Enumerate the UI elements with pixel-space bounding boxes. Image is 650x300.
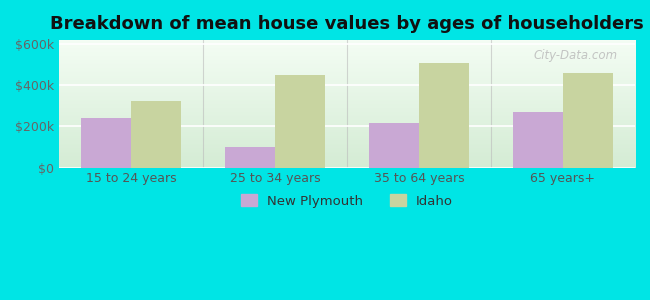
Title: Breakdown of mean house values by ages of householders: Breakdown of mean house values by ages o…	[50, 15, 644, 33]
Bar	[419, 63, 469, 168]
Legend: New Plymouth, Idaho: New Plymouth, Idaho	[234, 188, 460, 214]
Bar	[225, 147, 275, 168]
Bar	[513, 112, 563, 168]
Bar	[81, 118, 131, 168]
Bar	[369, 123, 419, 168]
Bar	[275, 75, 326, 168]
Bar	[131, 101, 181, 168]
Bar	[563, 73, 614, 168]
Text: City-Data.com: City-Data.com	[534, 49, 618, 62]
